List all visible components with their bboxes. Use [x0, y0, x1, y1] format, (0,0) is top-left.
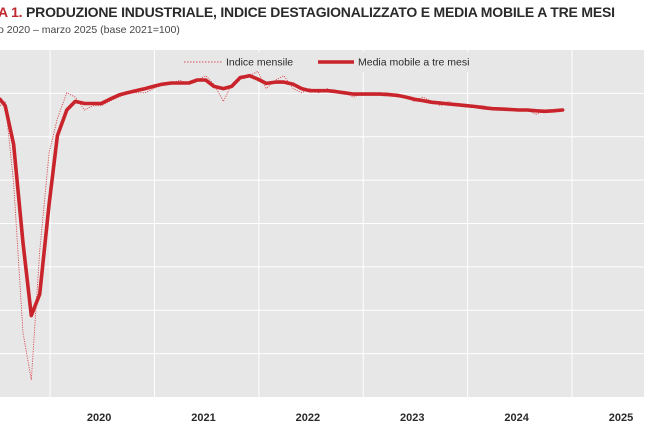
chart-area: Indice mensile Media mobile a tre mesi 20… — [0, 46, 650, 430]
x-tick-label: 2021 — [191, 412, 215, 424]
chart-subtitle: o 2020 – marzo 2025 (base 2021=100) — [0, 24, 180, 36]
legend-label-media-mobile: Media mobile a tre mesi — [358, 57, 469, 69]
series-line-media-mobile — [0, 73, 565, 318]
x-tick-label: 2025 — [609, 412, 633, 424]
x-tick-label: 2024 — [504, 412, 529, 424]
x-tick-label: 2022 — [296, 412, 320, 424]
title-text: PRODUZIONE INDUSTRIALE, INDICE DESTAGION… — [22, 4, 615, 20]
x-tick-label: 2023 — [400, 412, 424, 424]
x-tick-label: 2020 — [87, 412, 111, 424]
title-figure-number: A 1. — [0, 4, 23, 20]
legend-label-indice-mensile: Indice mensile — [226, 57, 293, 69]
chart-title: A 1. PRODUZIONE INDUSTRIALE, INDICE DEST… — [0, 4, 615, 20]
line-chart: Indice mensile Media mobile a tre mesi 20… — [0, 50, 644, 424]
